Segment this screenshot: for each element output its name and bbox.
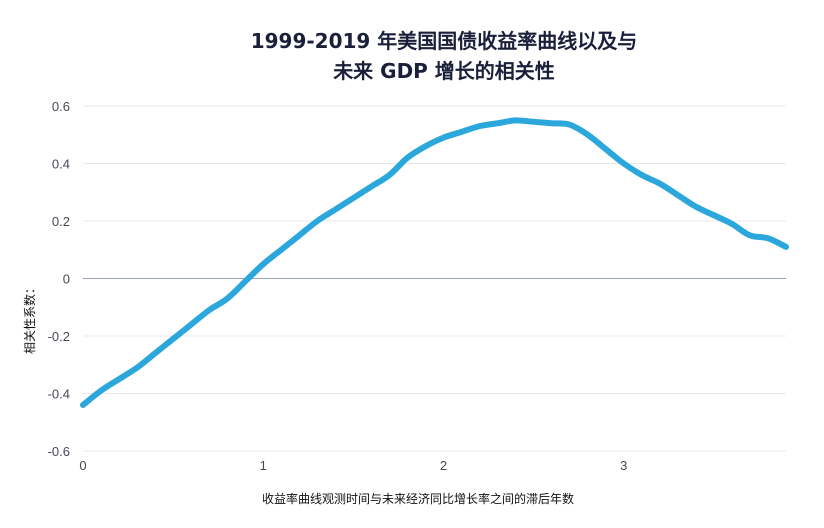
y-tick-label: 0: [63, 272, 70, 287]
y-tick-label: 0.2: [52, 214, 70, 229]
x-axis-label: 收益率曲线观测时间与未来经济同比增长率之间的滞后年数: [262, 491, 574, 506]
grid: [83, 105, 786, 452]
x-tick-label: 0: [79, 458, 86, 473]
y-tick-label: -0.2: [48, 329, 70, 344]
y-tick-label: 0.4: [52, 157, 70, 172]
chart-title-line1: 1999-2019 年美国国债收益率曲线以及与: [251, 29, 638, 53]
y-tick-label: 0.6: [52, 99, 70, 114]
x-tick-label: 2: [440, 458, 447, 473]
chart-title-line2: 未来 GDP 增长的相关性: [333, 59, 555, 83]
y-tick-label: -0.4: [48, 387, 70, 402]
x-tick-label: 3: [620, 458, 627, 473]
y-tick-label: -0.6: [48, 444, 70, 459]
series-group: [80, 117, 789, 408]
x-axis-ticks: 0 1 2 3: [79, 458, 627, 473]
y-axis-label: 相关性系数：: [22, 282, 37, 354]
y-axis-ticks: 0.6 0.4 0.2 0 -0.2 -0.4 -0.6: [48, 99, 70, 459]
series-line: [80, 117, 789, 408]
x-tick-label: 1: [260, 458, 267, 473]
